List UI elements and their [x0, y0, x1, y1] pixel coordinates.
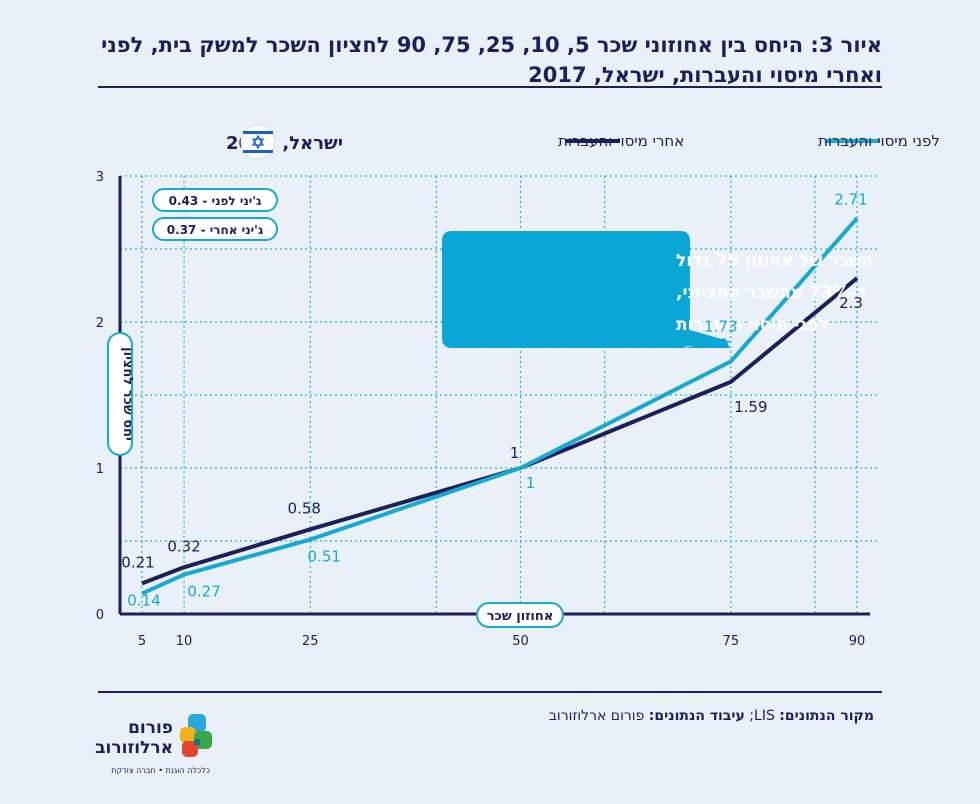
gini-before-badge: ג'יני לפני - 0.43 [152, 188, 278, 212]
arlozorov-logo-icon [180, 714, 212, 757]
logo-tagline: כלכלה הוגנת • חברה צודקת [111, 766, 210, 775]
data-label-after: 0.58 [288, 499, 321, 517]
processing-value: פורום ארלוזורוב [548, 708, 649, 724]
line-chart: לפני מיסוי והעברות אחרי מיסוי והעברות יש… [96, 124, 940, 649]
y-tick-label: 0 [96, 608, 104, 623]
logo-line-1: פורום [128, 718, 173, 738]
x-axis-title: אחוזון שכר [476, 602, 564, 628]
data-label-before: 0.27 [187, 583, 220, 601]
callout-line-2: ב-73% מהשכר החציוני, [676, 283, 867, 303]
callout-75th-percentile: השכר של אחוזון 75 גדול ב-73% מהשכר החציו… [442, 231, 873, 348]
source-note: מקור הנתונים: LIS; עיבוד הנתונים: פורום … [549, 708, 874, 724]
x-tick-label: 75 [723, 634, 740, 649]
footer-divider [98, 691, 882, 693]
gini-after-badge: ג'יני אחרי - 0.37 [152, 217, 278, 241]
data-label-after: 1 [510, 444, 520, 462]
data-label-after: 2.3 [839, 294, 863, 312]
callout-line-3: לפני מיסוי והעברות [676, 315, 829, 335]
processing-label: עיבוד הנתונים: [648, 708, 745, 724]
logo-line-2: ארלוזורוב [95, 738, 173, 758]
data-label-after: 0.21 [121, 553, 154, 571]
y-tick-label: 3 [96, 170, 104, 185]
x-tick-label: 90 [849, 634, 866, 649]
gini-after-text: ג'יני אחרי - 0.37 [167, 223, 264, 237]
legend-label-before: לפני מיסוי והעברות [818, 132, 940, 150]
data-label-before: 0.14 [127, 592, 160, 610]
source-label: מקור הנתונים: [779, 708, 874, 724]
series-line-after [141, 276, 859, 586]
y-tick-label: 2 [96, 316, 104, 331]
y-axis-title: יחס שכר לחציון [107, 332, 135, 456]
data-label-before: 0.51 [308, 548, 341, 566]
legend-label-after: אחרי מיסוי והעברות [558, 132, 684, 150]
source-value: LIS; [744, 708, 780, 724]
x-tick-label: 50 [512, 634, 529, 649]
israel-flag-icon [240, 124, 276, 160]
chart-title: איור 3: היחס בין אחוזוני שכר 5, 10, 25, … [101, 33, 882, 87]
y-axis-title-text: יחס שכר לחציון [120, 347, 135, 441]
data-label-after: 0.32 [167, 537, 200, 555]
data-label-before: 1 [526, 474, 536, 492]
series-line-before [141, 217, 859, 596]
x-tick-label: 10 [176, 634, 193, 649]
y-tick-label: 1 [96, 462, 104, 477]
title-divider [98, 86, 882, 88]
data-label-before: 1.73 [704, 317, 737, 335]
chart-grid [120, 175, 880, 614]
x-axis-title-text: אחוזון שכר [487, 609, 554, 624]
callout-line-1: השכר של אחוזון 75 גדול [676, 251, 873, 271]
x-tick-label: 5 [138, 634, 146, 649]
data-label-before: 2.71 [834, 190, 867, 208]
x-tick-label: 25 [302, 634, 319, 649]
data-label-after: 1.59 [734, 398, 767, 416]
gini-before-text: ג'יני לפני - 0.43 [169, 194, 262, 208]
